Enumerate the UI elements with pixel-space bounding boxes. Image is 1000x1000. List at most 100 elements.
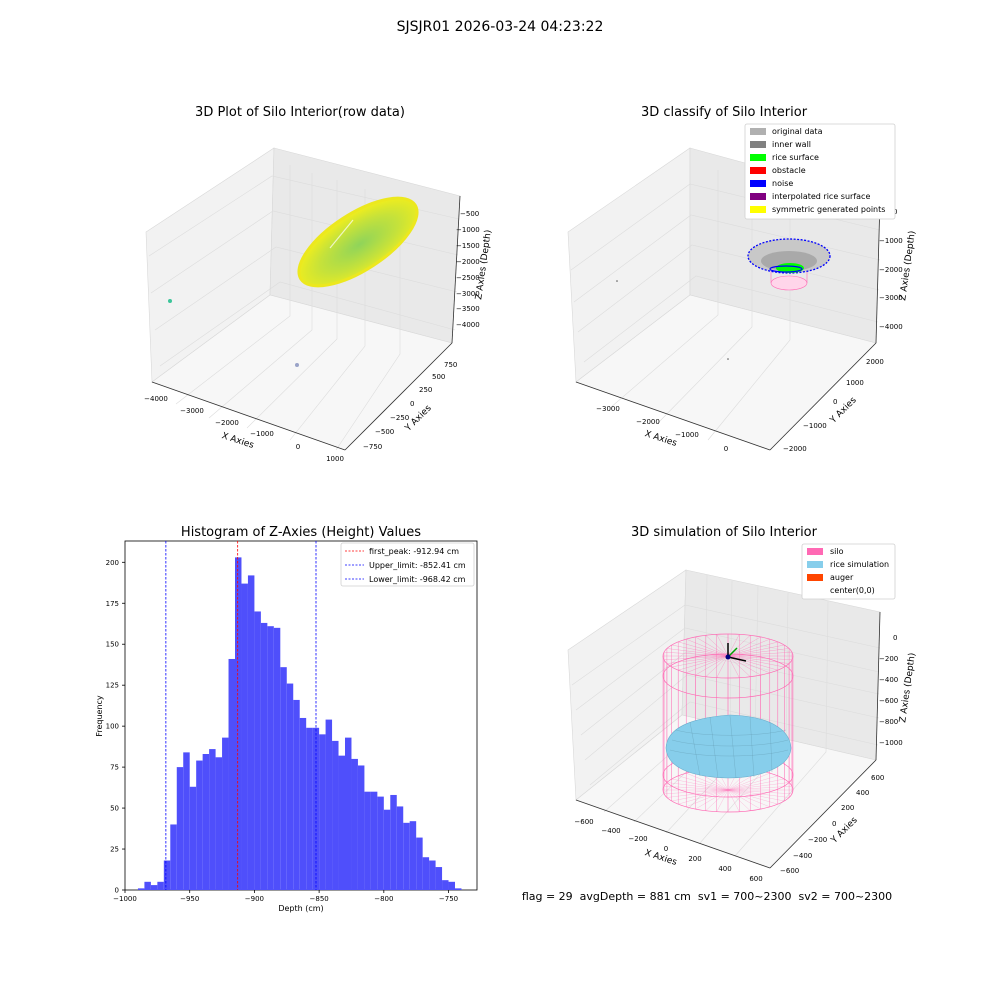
hist-bar xyxy=(222,737,229,890)
panel1-y-tick: 750 xyxy=(444,361,457,369)
hist-bar xyxy=(429,860,436,890)
silo-floor-spoke xyxy=(663,785,729,791)
silo-floor-spoke xyxy=(686,772,729,791)
panel2-axes3d: −3000 −2000 −1000 0 X Axies −2000 −1000 … xyxy=(567,123,918,453)
hist-bar xyxy=(377,796,384,890)
silo-roof-spoke xyxy=(678,655,729,671)
panel2-legend-box xyxy=(744,123,896,220)
hist-bar xyxy=(202,754,210,890)
panel2-x-tick: −3000 xyxy=(596,405,620,413)
silo-floor-spoke xyxy=(727,789,778,805)
panel1-x-tick: −2000 xyxy=(215,419,239,427)
panel1-z-tick: −4000 xyxy=(456,321,480,329)
panel1-outlier-point xyxy=(168,299,172,303)
panel4-rice-simulation xyxy=(665,714,792,779)
hist-bar xyxy=(215,757,223,890)
panel2-x-tick: 0 xyxy=(724,445,728,453)
panel2-noise-arc xyxy=(769,265,803,273)
hist-bar xyxy=(170,824,177,890)
hist-bar xyxy=(228,658,235,890)
silo-floor-spoke xyxy=(727,789,740,812)
legend-swatch-inner-wall xyxy=(750,141,766,148)
panel1-y-tick: 0 xyxy=(410,400,414,408)
hist-bar xyxy=(442,880,449,890)
hist-bar xyxy=(157,881,164,890)
silo-floor-spoke xyxy=(678,789,729,805)
hist-bar xyxy=(267,626,274,890)
hist-bar xyxy=(364,791,371,890)
panel4-x-tick: −600 xyxy=(574,818,593,826)
legend-swatch-silo xyxy=(807,548,823,555)
legend-label-auger: auger xyxy=(830,573,854,582)
panel2-x-ticks: −3000 −2000 −1000 0 xyxy=(596,405,728,453)
panel3-histogram: −1000 −950 −900 −850 −800 −750 0 25 50 75 100 125 1… xyxy=(95,540,478,913)
panel4-center-marker xyxy=(725,643,747,662)
panel4-xlabel: X Axies xyxy=(643,848,678,868)
panel2-z-tick: −1000 xyxy=(879,237,903,245)
silo-roof-spoke xyxy=(686,655,729,674)
hist-y-tick-label: 150 xyxy=(106,641,119,649)
hist-bar xyxy=(254,611,261,890)
panel3-title: Histogram of Z-Axies (Height) Values xyxy=(181,525,421,540)
hist-bar xyxy=(345,737,352,890)
panel4-x-tick: −400 xyxy=(601,827,620,835)
panel3-legend: first_peak: -912.94 cm Upper_limit: -852… xyxy=(340,542,475,587)
status-line: flag = 29 avgDepth = 881 cm sv1 = 700~23… xyxy=(522,890,892,903)
legend-label-symmetric: symmetric generated points xyxy=(772,205,885,214)
silo-floor-spoke xyxy=(695,789,729,810)
panel3-legend-box xyxy=(340,542,475,587)
hist-y-tick-label: 0 xyxy=(115,887,119,895)
hist-y-tick-label: 175 xyxy=(106,600,119,608)
silo-roof-spoke xyxy=(686,638,729,657)
silo-floor-spoke xyxy=(666,789,729,798)
silo-floor-spoke xyxy=(727,782,790,791)
silo-roof-spoke xyxy=(671,655,729,668)
silo-floor-spoke xyxy=(678,775,729,791)
panel4-axes3d: −600 −400 −200 0 200 400 600 X Axies −60… xyxy=(567,543,918,883)
hist-y-tick-label: 125 xyxy=(106,682,119,690)
silo-roof-spoke xyxy=(727,655,793,661)
silo-floor-spoke xyxy=(727,772,770,791)
panel1-y-tick: 250 xyxy=(419,386,432,394)
center-point xyxy=(725,654,731,660)
hist-bar xyxy=(183,752,190,890)
silo-floor-spoke xyxy=(727,789,785,802)
panel2-outlier-point xyxy=(727,358,729,360)
panel2-y-tick: 1000 xyxy=(846,379,864,387)
panel1-y-ticks: −750 −500 −250 0 250 500 750 xyxy=(363,361,457,451)
hist-bar xyxy=(357,765,365,890)
silo-roof-spoke xyxy=(727,655,740,678)
center-x-arrow xyxy=(727,656,747,662)
legend-label-rice-surface: rice surface xyxy=(772,153,819,162)
hist-bar xyxy=(189,786,197,890)
panel1-z-tick: −500 xyxy=(460,210,479,218)
silo-floor-spoke xyxy=(663,789,729,795)
panel1-surface-seam xyxy=(329,219,354,249)
silo-floor-spoke xyxy=(686,789,729,808)
silo-roof-spoke xyxy=(727,655,785,668)
panel4-x-axis-line xyxy=(575,799,771,869)
hist-bar xyxy=(403,822,410,890)
legend-swatch-original xyxy=(750,128,766,135)
panel1-z-tick: −2500 xyxy=(456,274,480,282)
panel1-x-ticks: −4000 −3000 −2000 −1000 0 1000 xyxy=(144,395,344,463)
hist-bar xyxy=(293,699,300,890)
hist-x-tick-label: −1000 xyxy=(113,895,137,903)
panel3-x-ticks: −1000 −950 −900 −850 −800 −750 xyxy=(113,890,458,903)
panel2-xlabel: X Axies xyxy=(643,429,678,449)
silo-roof-spoke xyxy=(727,655,761,676)
legend-label-interpolated: interpolated rice surface xyxy=(772,192,870,201)
panel4-y-tick: −400 xyxy=(793,852,812,860)
hist-bar xyxy=(273,627,281,890)
panel4-zlabel: Z Axies (Depth) xyxy=(898,652,918,723)
hist-bar xyxy=(196,760,203,890)
legend-label-noise: noise xyxy=(772,179,793,188)
figure-suptitle: SJSJR01 2026-03-24 04:23:22 xyxy=(397,19,604,35)
legend-label-inner-wall: inner wall xyxy=(772,140,811,149)
hist-bar xyxy=(209,749,216,890)
silo-floor-spoke xyxy=(666,782,729,791)
panel4-x-ticks: −600 −400 −200 0 200 400 600 xyxy=(574,818,762,883)
silo-roof-spoke xyxy=(727,644,785,657)
silo-roof-spoke xyxy=(671,644,729,657)
panel4-legend: silo rice simulation auger center(0,0) xyxy=(801,543,896,600)
